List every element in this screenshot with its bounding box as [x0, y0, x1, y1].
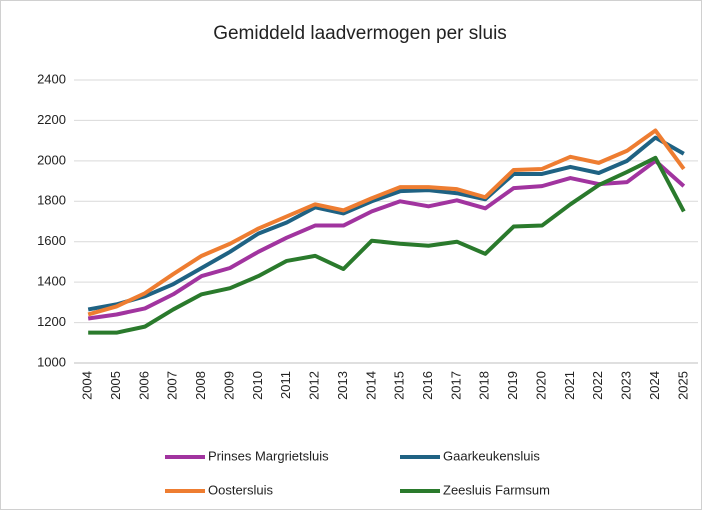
x-tick-label: 2009 — [221, 371, 236, 400]
x-tick-label: 2006 — [136, 371, 151, 400]
x-tick-label: 2014 — [363, 371, 378, 400]
legend-label: Oostersluis — [208, 482, 274, 497]
x-tick-label: 2007 — [165, 371, 180, 400]
y-tick-label: 2000 — [37, 152, 66, 167]
series-line — [87, 135, 685, 312]
x-tick-label: 2013 — [335, 371, 350, 400]
legend-label: Zeesluis Farmsum — [443, 482, 550, 497]
y-tick-label: 2200 — [37, 112, 66, 127]
y-tick-label: 1400 — [37, 274, 66, 289]
y-tick-label: 1600 — [37, 233, 66, 248]
legend-label: Gaarkeukensluis — [443, 448, 540, 463]
x-tick-label: 2004 — [80, 371, 95, 400]
x-tick-label: 2008 — [193, 371, 208, 400]
y-tick-label: 1200 — [37, 314, 66, 329]
x-tick-label: 2019 — [505, 371, 520, 400]
x-tick-label: 2010 — [250, 371, 265, 400]
chart-frame — [0, 0, 702, 510]
series-line — [87, 128, 686, 317]
y-tick-label: 1800 — [37, 193, 66, 208]
x-tick-label: 2018 — [477, 371, 492, 400]
x-tick-label: 2020 — [533, 371, 548, 400]
chart-title: Gemiddeld laadvermogen per sluis — [213, 23, 507, 44]
x-tick-label: 2021 — [562, 371, 577, 400]
x-tick-label: 2012 — [307, 371, 322, 400]
x-tick-label: 2025 — [675, 371, 690, 400]
x-tick-label: 2011 — [278, 371, 293, 399]
x-tick-label: 2005 — [108, 371, 123, 400]
x-tick-label: 2015 — [392, 371, 407, 400]
legend-label: Prinses Margrietsluis — [208, 448, 329, 463]
x-tick-label: 2024 — [647, 371, 662, 400]
y-tick-label: 1000 — [37, 354, 66, 369]
x-tick-label: 2017 — [448, 371, 463, 400]
y-tick-label: 2400 — [37, 71, 66, 86]
series-line — [87, 158, 686, 321]
x-tick-label: 2016 — [420, 371, 435, 400]
x-tick-label: 2022 — [590, 371, 605, 400]
series-line — [88, 155, 686, 335]
x-tick-label: 2023 — [619, 371, 634, 400]
